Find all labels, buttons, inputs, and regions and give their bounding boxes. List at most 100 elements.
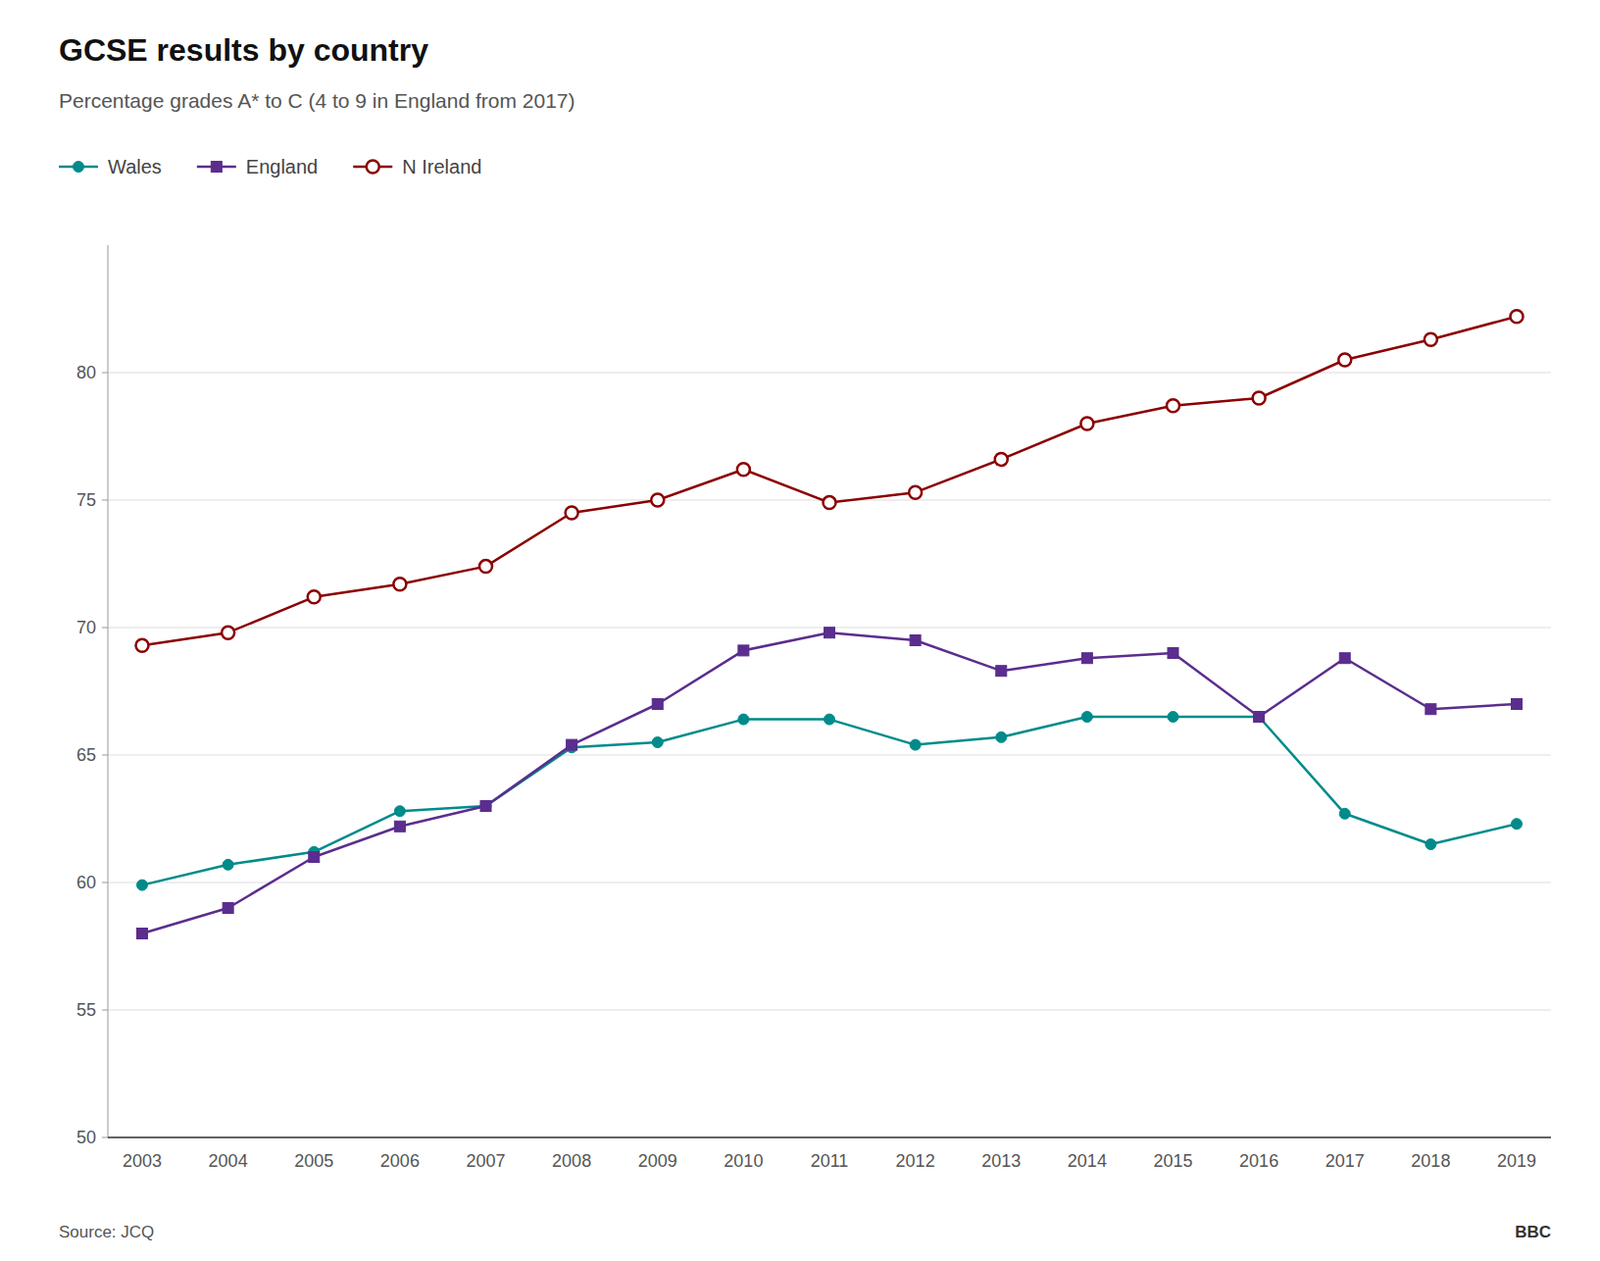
point (565, 506, 579, 520)
annotation: BBC (1514, 1222, 1551, 1242)
chart-svg: GCSE results by country Percentage grades… (0, 0, 1600, 1261)
series-line (142, 632, 1517, 934)
point (908, 486, 922, 500)
point (222, 858, 234, 870)
y-tick-label: 50 (76, 1127, 97, 1148)
point (1338, 353, 1351, 367)
x-tick-label: 2017 (1325, 1150, 1365, 1171)
point (394, 805, 405, 817)
point (651, 699, 663, 710)
legend-item: Wales (58, 155, 162, 178)
title: GCSE results by country (58, 32, 429, 68)
legend-marker (73, 161, 85, 173)
y-tick-label: 65 (76, 745, 97, 765)
grid-line (107, 882, 1551, 884)
point (1167, 711, 1179, 723)
legend-item: N Ireland (352, 155, 482, 178)
legend-label: England (246, 155, 318, 178)
x-tick-label: 2015 (1152, 1150, 1193, 1171)
legend-label: Wales (107, 155, 162, 178)
series-line (142, 316, 1517, 646)
legend: Wales England N Ireland (58, 155, 482, 178)
point (1339, 807, 1350, 819)
point (394, 820, 405, 832)
point (1253, 711, 1265, 723)
grid-line (107, 1009, 1551, 1011)
point (909, 739, 921, 750)
x-tick-label: 2004 (208, 1150, 249, 1171)
point (1424, 333, 1438, 347)
chart-container: GCSE results by country Percentage grades… (0, 0, 1600, 1261)
y-tick (101, 1137, 108, 1139)
y-tick (101, 500, 108, 501)
x-tick-label: 2013 (981, 1150, 1021, 1171)
y-tick-label: 60 (76, 872, 97, 893)
point (1511, 818, 1523, 830)
legend-label: N Ireland (401, 155, 482, 178)
x-tick-label: 2009 (638, 1150, 678, 1171)
legend-marker (366, 160, 380, 174)
point (221, 626, 235, 640)
point (479, 559, 493, 573)
x-tick-label: 2008 (551, 1150, 592, 1171)
y-tick (101, 372, 108, 374)
point (222, 902, 234, 914)
point (823, 496, 837, 509)
point (1252, 392, 1266, 405)
point (909, 635, 921, 647)
grid-line (107, 372, 1551, 374)
point (1080, 417, 1094, 431)
x-tick-label: 2007 (465, 1150, 505, 1171)
point (1166, 399, 1180, 412)
point (738, 645, 750, 656)
point (1081, 652, 1093, 664)
point (137, 879, 149, 891)
grid-line (107, 754, 1551, 756)
series (137, 711, 1523, 892)
subtitle: Percentage grades A* to C (4 to 9 in Eng… (58, 89, 576, 112)
background (0, 0, 1600, 1261)
grid-line (107, 1137, 1551, 1139)
y-tick-label: 55 (76, 1000, 97, 1020)
point (566, 739, 578, 750)
point (1081, 711, 1093, 723)
data-layer (136, 309, 1524, 939)
series-line (142, 716, 1517, 886)
series (137, 627, 1523, 940)
x-tick-label: 2016 (1239, 1150, 1279, 1171)
point (393, 577, 406, 591)
point (996, 665, 1007, 677)
y-tick-label: 70 (76, 617, 97, 638)
y-tick (101, 1009, 108, 1011)
point (996, 731, 1007, 743)
x-tick-label: 2006 (380, 1150, 420, 1171)
y-tick (101, 882, 108, 884)
x-axis-line (107, 1136, 1551, 1139)
x-tick-label: 2010 (723, 1150, 763, 1171)
legend-item: England (197, 155, 318, 178)
point (1167, 648, 1179, 659)
point (995, 452, 1008, 466)
y-axis-line (107, 245, 109, 1138)
point (650, 494, 664, 507)
point (308, 851, 320, 863)
point (1339, 652, 1350, 664)
point (1510, 309, 1524, 323)
y-tick-label: 80 (76, 362, 97, 383)
point (824, 627, 836, 639)
point (137, 928, 149, 940)
point (824, 713, 836, 725)
point (1511, 699, 1523, 710)
grid (101, 372, 1551, 1138)
x-tick-label: 2003 (122, 1150, 162, 1171)
x-tick-label: 2014 (1067, 1150, 1107, 1171)
legend-marker (210, 161, 222, 173)
x-tick-label: 2005 (294, 1150, 334, 1171)
point (651, 737, 663, 749)
x-tick-label: 2012 (896, 1150, 936, 1171)
x-tick-label: 2018 (1410, 1150, 1450, 1171)
point (480, 800, 492, 812)
point (1425, 703, 1437, 715)
point (1253, 711, 1265, 723)
point (480, 800, 492, 812)
